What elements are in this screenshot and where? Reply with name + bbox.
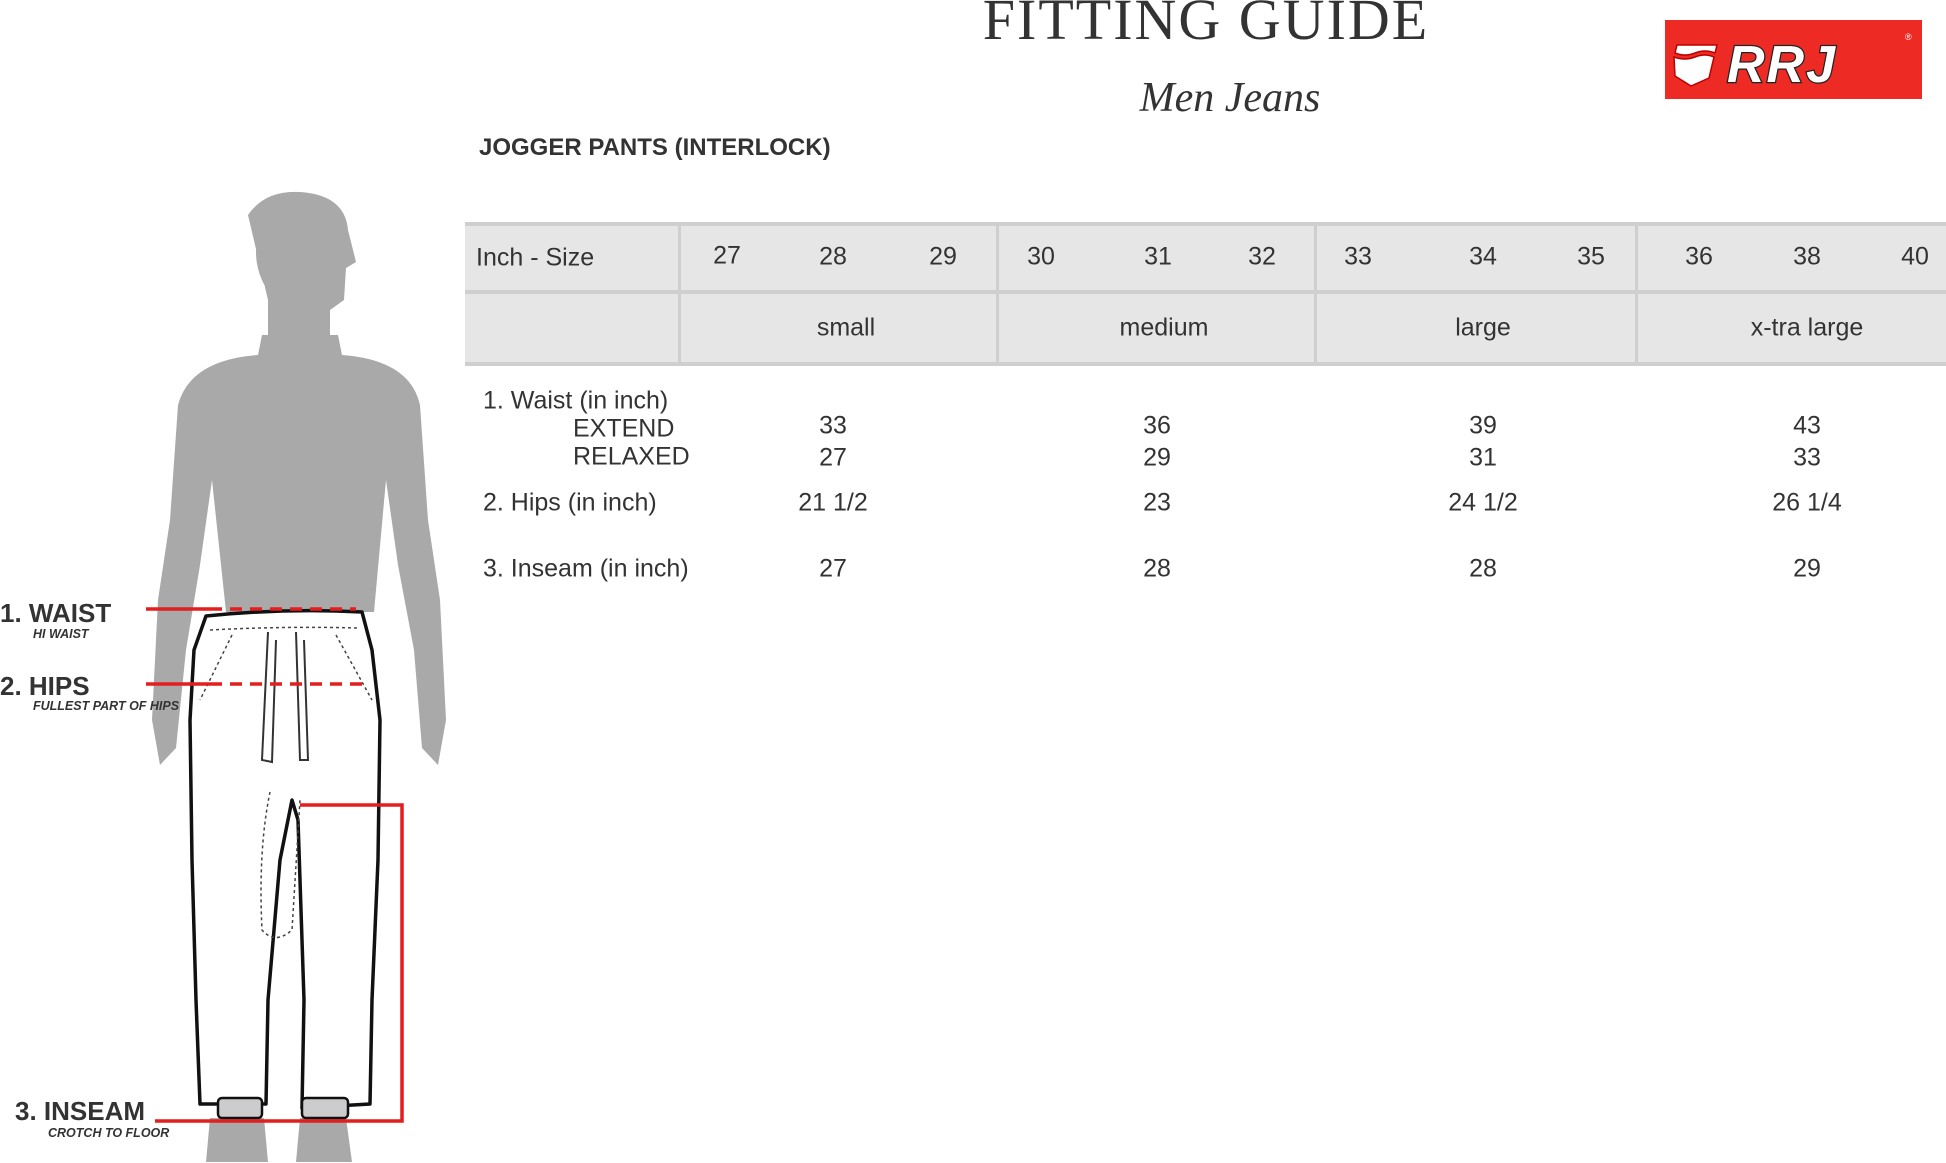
size-cell: 36 bbox=[1685, 242, 1713, 271]
page-title: FITTING GUIDE bbox=[982, 0, 1430, 52]
extend-value: 43 bbox=[1793, 411, 1821, 440]
inseam-marker-label: 3. INSEAM bbox=[15, 1096, 146, 1126]
measurement-figure bbox=[146, 191, 446, 1162]
relaxed-label: RELAXED bbox=[573, 442, 690, 471]
product-name: JOGGER PANTS (INTERLOCK) bbox=[479, 134, 831, 161]
relaxed-value: 29 bbox=[1143, 443, 1171, 472]
waist-label: 1. Waist (in inch) bbox=[483, 386, 669, 415]
svg-text:®: ® bbox=[1905, 32, 1912, 42]
column-divider bbox=[1635, 222, 1638, 362]
hips-value: 26 1/4 bbox=[1772, 488, 1842, 517]
size-cell: 27 bbox=[713, 241, 741, 270]
relaxed-value: 27 bbox=[819, 443, 847, 472]
column-divider bbox=[678, 222, 681, 362]
size-cell: 40 bbox=[1901, 242, 1929, 271]
hips-marker-note: FULLEST PART OF HIPS bbox=[33, 699, 180, 713]
size-group-row bbox=[465, 290, 1946, 366]
inseam-value: 28 bbox=[1143, 554, 1171, 583]
relaxed-value: 33 bbox=[1793, 443, 1821, 472]
waist-marker-note: HI WAIST bbox=[33, 627, 89, 641]
inseam-value: 27 bbox=[819, 554, 847, 583]
rrj-logo-icon: RRJ ® bbox=[1673, 32, 1912, 95]
size-group-small: small bbox=[816, 313, 876, 342]
size-cell: 32 bbox=[1248, 242, 1276, 271]
hips-marker-label: 2. HIPS bbox=[0, 671, 90, 701]
brand-logo: RRJ ® bbox=[1665, 20, 1922, 99]
hips-value: 24 1/2 bbox=[1448, 488, 1518, 517]
waist-marker-label: 1. WAIST bbox=[0, 598, 112, 628]
size-cell: 35 bbox=[1577, 242, 1605, 271]
body-silhouette-icon bbox=[152, 191, 446, 1162]
extend-value: 36 bbox=[1143, 411, 1171, 440]
extend-label: EXTEND bbox=[573, 414, 675, 443]
column-divider bbox=[1314, 222, 1317, 362]
extend-value: 39 bbox=[1469, 411, 1497, 440]
size-cell: 33 bbox=[1344, 242, 1372, 271]
inseam-value: 29 bbox=[1793, 554, 1821, 583]
size-cell: 30 bbox=[1027, 242, 1055, 271]
svg-text:RRJ: RRJ bbox=[1727, 36, 1837, 94]
hips-value: 23 bbox=[1143, 488, 1171, 517]
inseam-marker-note: CROTCH TO FLOOR bbox=[48, 1126, 170, 1140]
size-group-medium: medium bbox=[1119, 313, 1209, 342]
size-cell: 31 bbox=[1144, 242, 1172, 271]
size-header-row bbox=[465, 222, 1946, 292]
relaxed-value: 31 bbox=[1469, 443, 1497, 472]
size-header-label: Inch - Size bbox=[476, 243, 595, 272]
size-cell: 29 bbox=[929, 242, 957, 271]
extend-value: 33 bbox=[819, 411, 847, 440]
page-subtitle: Men Jeans bbox=[1139, 75, 1321, 121]
hips-label: 2. Hips (in inch) bbox=[483, 488, 657, 517]
measurement-lines bbox=[146, 607, 404, 1123]
size-cell: 28 bbox=[819, 242, 847, 271]
hips-value: 21 1/2 bbox=[798, 488, 868, 517]
size-cell: 34 bbox=[1469, 242, 1497, 271]
column-divider bbox=[996, 222, 999, 362]
inseam-label: 3. Inseam (in inch) bbox=[483, 554, 689, 583]
size-group-large: large bbox=[1455, 313, 1511, 342]
size-cell: 38 bbox=[1793, 242, 1821, 271]
size-group-xl: x-tra large bbox=[1750, 313, 1864, 342]
inseam-value: 28 bbox=[1469, 554, 1497, 583]
